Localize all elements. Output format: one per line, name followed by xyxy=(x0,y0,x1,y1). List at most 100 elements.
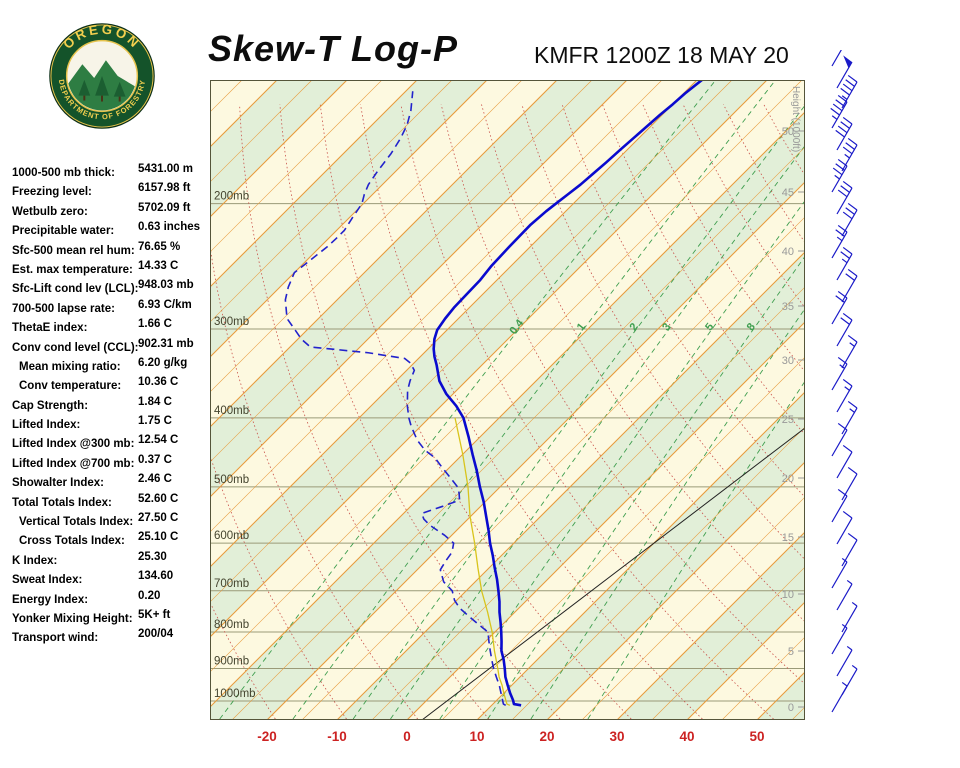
isobar-lines xyxy=(210,203,805,702)
index-label: K Index: xyxy=(12,554,58,567)
svg-text:10: 10 xyxy=(782,589,794,601)
index-value: 1.66 C xyxy=(138,318,172,331)
svg-text:20: 20 xyxy=(782,473,794,485)
index-row: Vertical Totals Index: 27.50 C xyxy=(12,512,212,531)
wind-barb xyxy=(841,202,858,237)
index-row: 1000-500 mb thick: 5431.00 m xyxy=(12,163,212,182)
index-value: 52.60 C xyxy=(138,492,179,505)
temp-tick-label: -10 xyxy=(327,729,347,744)
index-value: 1.84 C xyxy=(138,395,172,408)
wetbulb-trace xyxy=(454,417,511,706)
svg-text:40: 40 xyxy=(782,246,794,258)
index-row: Freezing level: 6157.98 ft xyxy=(12,182,212,201)
page-title: Skew-T Log-P xyxy=(208,28,459,69)
index-label: Sweat Index: xyxy=(12,574,83,587)
index-row: Transport wind: 200/04 xyxy=(12,628,212,647)
wind-barb xyxy=(836,645,853,677)
temperature-axis: -20 -10 0 10 20 30 40 50 xyxy=(210,729,805,751)
index-label: Conv temperature: xyxy=(19,380,122,393)
wind-barb xyxy=(836,579,853,611)
index-row: K Index: 25.30 xyxy=(12,551,212,570)
svg-text:500mb: 500mb xyxy=(214,474,249,486)
chart-border xyxy=(210,80,805,720)
index-label: Lifted Index: xyxy=(12,419,81,432)
index-row: Conv temperature: 10.36 C xyxy=(12,376,212,395)
index-label: Lifted Index @300 mb: xyxy=(12,438,135,451)
index-row: Lifted Index @700 mb: 0.37 C xyxy=(12,454,212,473)
index-value: 14.33 C xyxy=(138,259,179,272)
index-label: 1000-500 mb thick: xyxy=(12,167,115,179)
index-row: Energy Index: 0.20 xyxy=(12,590,212,609)
temp-tick-label: 0 xyxy=(403,729,411,744)
height-axis-label: Height (1000ft) xyxy=(790,86,801,152)
svg-text:300mb: 300mb xyxy=(214,316,249,328)
index-row: Sfc-Lift cond lev (LCL): 948.03 mb xyxy=(12,279,212,298)
index-label: Freezing level: xyxy=(12,186,92,199)
index-value: 0.20 xyxy=(138,589,161,602)
svg-text:400mb: 400mb xyxy=(214,405,249,417)
temperature-trace xyxy=(432,80,703,707)
wind-barb xyxy=(841,137,858,172)
index-label: Transport wind: xyxy=(12,632,99,645)
index-label: Cross Totals Index: xyxy=(19,535,125,548)
index-value: 25.30 xyxy=(138,550,167,563)
station-id-line: KMFR 1200Z 18 MAY 20 xyxy=(534,42,789,68)
svg-text:30: 30 xyxy=(782,355,794,367)
wind-barb xyxy=(836,55,853,89)
index-label: Energy Index: xyxy=(12,593,89,606)
svg-text:600mb: 600mb xyxy=(214,530,249,542)
svg-text:45: 45 xyxy=(782,187,794,199)
index-value: 0.37 C xyxy=(138,453,172,466)
wind-barb xyxy=(836,312,853,347)
temp-tick-label: -20 xyxy=(257,729,277,744)
svg-text:200mb: 200mb xyxy=(214,191,249,203)
svg-text:50: 50 xyxy=(782,126,794,138)
index-label: Sfc-500 mean rel hum: xyxy=(12,244,135,257)
svg-text:25: 25 xyxy=(782,414,794,426)
index-row: 700-500 lapse rate: 6.93 C/km xyxy=(12,299,212,318)
index-label: Vertical Totals Index: xyxy=(19,516,134,529)
dewpoint-trace xyxy=(284,91,507,707)
wind-barb-column xyxy=(830,50,858,713)
wind-barb xyxy=(831,50,842,67)
temp-tick-label: 50 xyxy=(749,729,765,744)
index-row: Mean mixing ratio: 6.20 g/kg xyxy=(12,357,212,376)
index-row: Sweat Index: 134.60 xyxy=(12,570,212,589)
index-value: 5K+ ft xyxy=(138,608,171,621)
index-value: 0.63 inches xyxy=(138,221,201,234)
wind-barb xyxy=(841,400,858,435)
index-value: 6.93 C/km xyxy=(138,298,192,311)
index-value: 76.65 % xyxy=(138,240,181,253)
index-value: 948.03 mb xyxy=(138,279,194,292)
temp-tick-label: 30 xyxy=(609,729,625,744)
index-label: Showalter Index: xyxy=(12,477,105,490)
index-value: 2.46 C xyxy=(138,473,172,486)
svg-text:800mb: 800mb xyxy=(214,619,249,631)
svg-text:900mb: 900mb xyxy=(214,655,249,667)
index-label: Yonker Mixing Height: xyxy=(12,612,133,625)
wind-barb xyxy=(836,246,853,281)
wind-barb xyxy=(836,444,853,479)
index-value: 6157.98 ft xyxy=(138,182,191,195)
wind-barb xyxy=(831,623,848,655)
index-value: 200/04 xyxy=(138,628,174,641)
index-value: 12.54 C xyxy=(138,434,179,447)
index-label: Est. max temperature: xyxy=(12,263,133,276)
temp-tick-label: 40 xyxy=(679,729,695,744)
wind-barb xyxy=(831,158,848,193)
wind-barb xyxy=(840,74,858,109)
wind-barb xyxy=(831,224,848,259)
index-row: Est. max temperature: 14.33 C xyxy=(12,260,212,279)
index-row: Wetbulb zero: 5702.09 ft xyxy=(12,202,212,221)
wind-barb xyxy=(836,510,853,545)
index-row: Cap Strength: 1.84 C xyxy=(12,396,212,415)
index-row: Precipitable water: 0.63 inches xyxy=(12,221,212,240)
index-row: Conv cond level (CCL): 902.31 mb xyxy=(12,338,212,357)
reference-line xyxy=(421,427,805,720)
logo-forest-scene xyxy=(67,60,137,111)
index-label: Precipitable water: xyxy=(12,225,115,238)
svg-text:35: 35 xyxy=(782,301,794,313)
temp-tick-label: 20 xyxy=(539,729,555,744)
index-value: 10.36 C xyxy=(138,376,179,389)
